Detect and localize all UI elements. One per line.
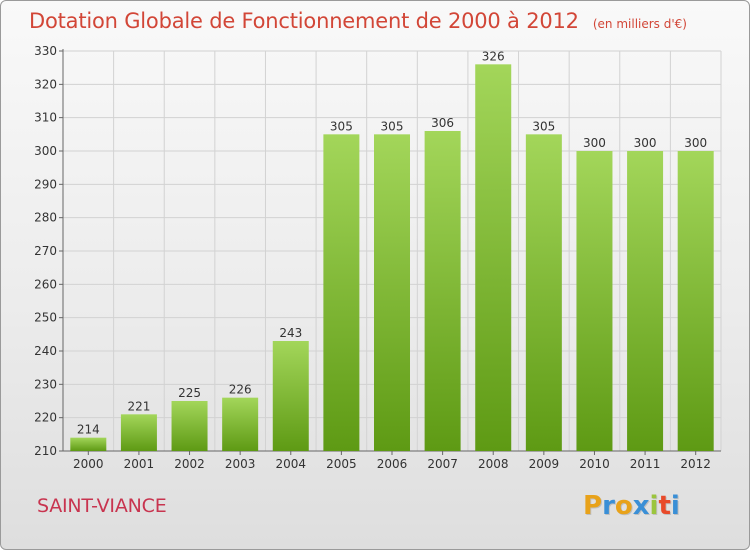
bar-value-label: 300 bbox=[634, 136, 657, 150]
x-tick-label: 2011 bbox=[630, 457, 661, 471]
logo-letter: i bbox=[649, 491, 659, 521]
bar-value-label: 225 bbox=[178, 386, 201, 400]
bar bbox=[171, 401, 208, 451]
bar bbox=[70, 437, 107, 451]
y-tick-label: 330 bbox=[34, 44, 57, 58]
bar bbox=[222, 397, 259, 451]
x-tick-label: 2003 bbox=[225, 457, 256, 471]
y-tick-label: 320 bbox=[34, 77, 57, 91]
x-tick-label: 2002 bbox=[174, 457, 205, 471]
bar bbox=[323, 134, 360, 452]
logo-letter: x bbox=[632, 491, 650, 521]
x-tick-label: 2004 bbox=[275, 457, 306, 471]
x-tick-label: 2000 bbox=[73, 457, 104, 471]
bar bbox=[475, 64, 512, 452]
y-tick-label: 270 bbox=[34, 244, 57, 258]
y-tick-label: 210 bbox=[34, 444, 57, 458]
x-tick-label: 2001 bbox=[124, 457, 155, 471]
y-tick-label: 250 bbox=[34, 311, 57, 325]
bar-value-label: 243 bbox=[279, 326, 302, 340]
bar-value-label: 214 bbox=[77, 423, 100, 437]
bar-value-label: 305 bbox=[381, 119, 404, 133]
x-tick-label: 2008 bbox=[478, 457, 509, 471]
bar bbox=[677, 151, 714, 451]
logo-letter: r bbox=[602, 491, 615, 521]
bar bbox=[272, 341, 309, 451]
logo-letter: i bbox=[670, 491, 680, 521]
bar bbox=[525, 134, 562, 452]
y-tick-label: 220 bbox=[34, 411, 57, 425]
bars bbox=[70, 64, 714, 452]
bar bbox=[576, 151, 613, 451]
x-tick-label: 2009 bbox=[529, 457, 560, 471]
x-tick-label: 2007 bbox=[427, 457, 458, 471]
x-tick-label: 2006 bbox=[377, 457, 408, 471]
y-tick-label: 260 bbox=[34, 277, 57, 291]
bar bbox=[120, 414, 157, 451]
y-tick-label: 310 bbox=[34, 111, 57, 125]
bar-value-label: 221 bbox=[127, 399, 150, 413]
bar bbox=[374, 134, 410, 452]
proxiti-logo[interactable]: Proxiti bbox=[583, 491, 680, 521]
y-tick-label: 290 bbox=[34, 177, 57, 191]
data-labels: 214 221 225 226 243 305 305 306 326 305 300 300 300 bbox=[77, 49, 707, 436]
x-tick-label: 2012 bbox=[680, 457, 711, 471]
bar-value-label: 306 bbox=[431, 116, 454, 130]
bar bbox=[627, 151, 664, 451]
bar-value-label: 305 bbox=[330, 119, 353, 133]
bar-value-label: 326 bbox=[482, 49, 505, 63]
x-tick-label: 2010 bbox=[579, 457, 610, 471]
bar bbox=[424, 131, 461, 451]
bar-value-label: 300 bbox=[684, 136, 707, 150]
bar-value-label: 305 bbox=[532, 119, 555, 133]
y-tick-label: 240 bbox=[34, 344, 57, 358]
logo-letter: o bbox=[614, 491, 633, 521]
chart-title: Dotation Globale de Fonctionnement de 20… bbox=[29, 9, 579, 33]
title-block: Dotation Globale de Fonctionnement de 20… bbox=[29, 9, 687, 33]
x-tick-label: 2005 bbox=[326, 457, 357, 471]
commune-name: SAINT-VIANCE bbox=[37, 495, 167, 517]
y-tick-label: 300 bbox=[34, 144, 57, 158]
y-tick-label: 230 bbox=[34, 377, 57, 391]
bar-value-label: 300 bbox=[583, 136, 606, 150]
y-tick-label: 280 bbox=[34, 211, 57, 225]
logo-letter: t bbox=[658, 491, 671, 521]
chart-subtitle: (en milliers d'€) bbox=[592, 17, 687, 31]
bar-value-label: 226 bbox=[229, 383, 252, 397]
logo-letter: P bbox=[583, 491, 603, 521]
